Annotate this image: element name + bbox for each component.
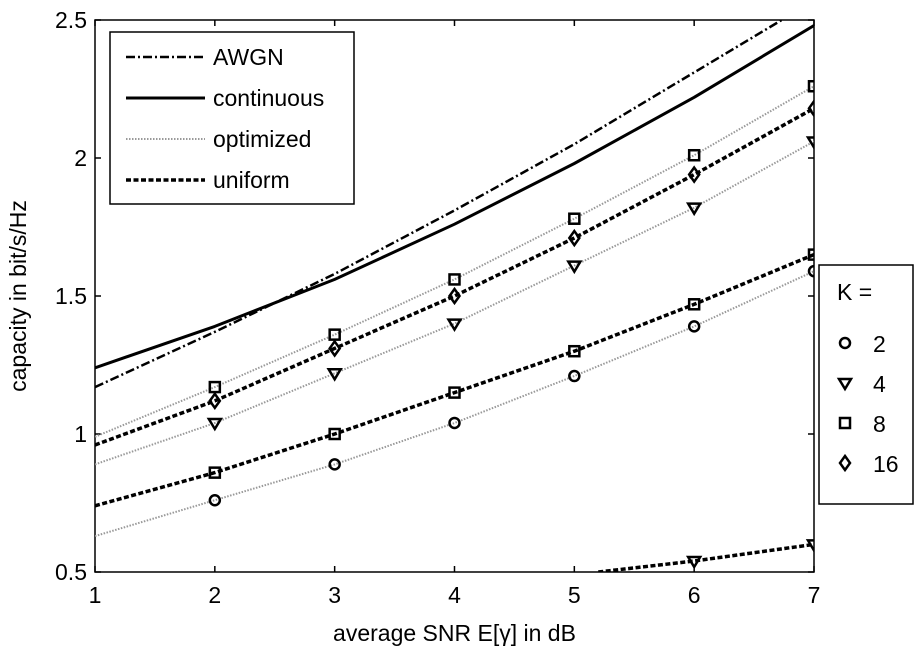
data-point — [807, 264, 814, 278]
legend-k-label: 16 — [873, 451, 899, 477]
x-tick-label: 1 — [89, 582, 102, 608]
x-tick-label: 2 — [208, 582, 221, 608]
data-point — [687, 298, 701, 311]
plot-layer: 1 2 3 4 5 6 70.511.522.5 — [55, 7, 821, 608]
data-point — [208, 391, 222, 411]
legend-k-title: K = — [837, 279, 872, 305]
series-line — [598, 542, 814, 572]
x-tick-label: 6 — [688, 582, 701, 608]
data-point — [807, 99, 814, 118]
data-point — [566, 260, 583, 275]
legend-box — [109, 31, 355, 205]
data-point — [446, 318, 463, 333]
legend-label: optimized — [213, 126, 311, 152]
x-tick-label: 5 — [568, 582, 581, 608]
series-line — [95, 252, 814, 508]
y-tick-label: 1 — [74, 421, 87, 447]
data-point — [567, 228, 581, 248]
x-tick-label: 4 — [448, 582, 461, 608]
data-point — [805, 136, 814, 150]
data-point — [448, 273, 461, 286]
data-point — [206, 417, 224, 432]
data-point — [687, 148, 701, 162]
data-point — [208, 493, 222, 507]
data-point — [685, 202, 703, 217]
series-line — [95, 20, 785, 389]
data-point — [687, 320, 701, 333]
legend-k-label: 4 — [873, 371, 886, 397]
x-tick-label: 3 — [328, 582, 341, 608]
series-line — [95, 106, 814, 447]
x-tick-label: 7 — [808, 582, 821, 608]
data-point — [568, 344, 581, 358]
data-point — [807, 248, 814, 261]
legend-k-label: 8 — [873, 411, 886, 437]
legend-k-marker — [838, 453, 852, 473]
data-point — [208, 466, 222, 479]
data-point — [448, 416, 461, 430]
legend-k-box — [818, 264, 914, 505]
data-point — [448, 386, 461, 399]
data-point — [328, 458, 341, 471]
legend-k-marker — [838, 336, 852, 350]
series-group — [95, 20, 814, 572]
series-line — [95, 24, 814, 370]
y-tick-label: 0.5 — [55, 559, 87, 585]
legend-k-marker — [838, 416, 852, 430]
data-point — [328, 339, 342, 358]
data-point — [328, 427, 341, 441]
data-point — [685, 555, 703, 570]
x-axis-label: average SNR E[γ] in dB — [333, 620, 576, 646]
legend-label: uniform — [213, 167, 290, 193]
data-point — [326, 368, 343, 382]
series-line — [95, 85, 814, 438]
legend-label: AWGN — [213, 44, 284, 70]
legend-k-markers: K =2 4 8 16 — [818, 264, 914, 505]
data-point — [807, 79, 814, 93]
y-tick-label: 2.5 — [55, 7, 87, 33]
y-tick-label: 2 — [74, 145, 87, 171]
y-tick-label: 1.5 — [55, 283, 87, 309]
data-point — [328, 328, 341, 341]
legend-label: continuous — [213, 85, 324, 111]
data-point — [568, 369, 581, 383]
series-line — [95, 140, 814, 466]
legend-line-styles: AWGN continuous optimized uniform — [109, 31, 355, 205]
data-point — [447, 286, 462, 306]
data-point — [568, 212, 581, 225]
data-point — [805, 539, 814, 553]
legend-k-label: 2 — [873, 331, 886, 357]
data-point — [687, 165, 701, 184]
legend-k-marker — [836, 377, 854, 392]
y-axis-label: capacity in bit/s/Hz — [5, 200, 31, 392]
